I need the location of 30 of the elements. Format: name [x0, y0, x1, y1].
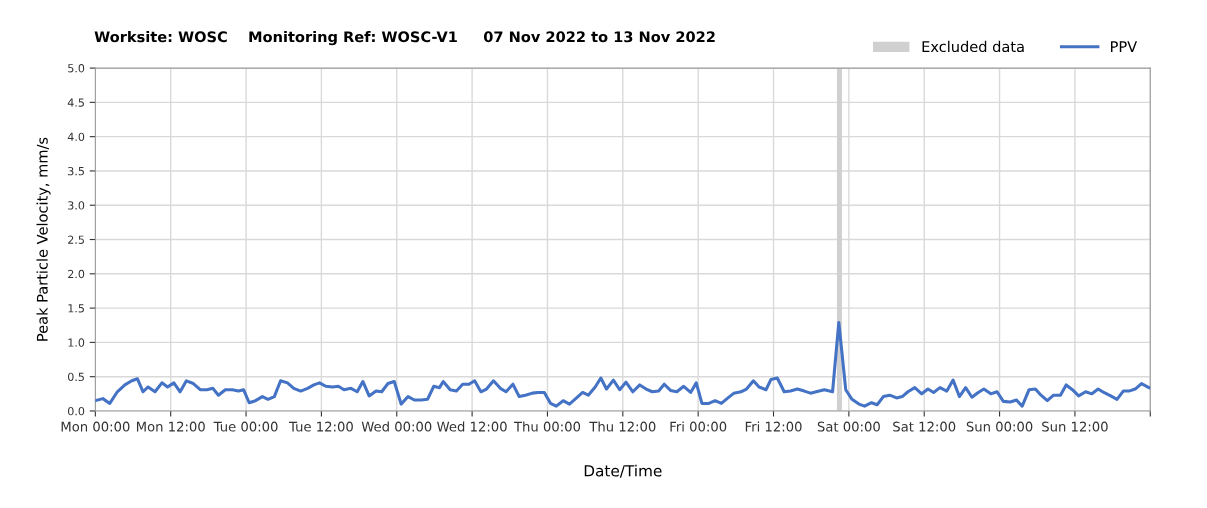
x-tick-label: Tue 00:00	[213, 421, 278, 432]
y-tick-label: 0.5	[68, 372, 84, 382]
x-tick-label: Wed 12:00	[437, 421, 507, 432]
x-tick-label: Tue 12:00	[288, 421, 353, 432]
chart-title: Worksite: WOSC Monitoring Ref: WOSC-V1 07 Nov 2022 to 13 Nov 2022	[94, 30, 715, 46]
y-tick-label: 3.5	[68, 166, 84, 176]
x-tick-label: Thu 12:00	[589, 421, 656, 432]
x-tick-label: Fri 00:00	[670, 421, 727, 432]
y-tick-label: 2.5	[68, 235, 84, 244]
x-tick-label: Sun 12:00	[1042, 421, 1108, 432]
y-tick-label: 3.0	[68, 201, 85, 210]
x-tick-label: Wed 00:00	[361, 421, 432, 432]
y-tick-label: 4.0	[67, 132, 85, 142]
legend-label: Excluded data	[922, 40, 1024, 53]
x-tick-label: Thu 00:00	[513, 421, 581, 432]
legend-label: PPV	[1111, 41, 1138, 52]
y-tick-label: 4.5	[67, 98, 84, 107]
x-axis-title: Date/Time	[584, 464, 662, 478]
y-tick-label: 1.0	[68, 338, 85, 347]
y-tick-label: 5.0	[68, 64, 85, 73]
x-tick-label: Mon 00:00	[61, 421, 130, 432]
x-tick-label: Sun 00:00	[966, 421, 1033, 432]
y-tick-label: 1.5	[68, 304, 84, 313]
y-axis-title: Peak Particle Velocity, mm/s	[36, 137, 51, 341]
x-tick-label: Fri 12:00	[745, 421, 802, 432]
x-tick-label: Sat 00:00	[817, 421, 880, 432]
x-tick-label: Sat 12:00	[893, 421, 956, 432]
y-tick-label: 2.0	[68, 269, 85, 279]
x-tick-label: Mon 12:00	[136, 421, 205, 432]
y-tick-label: 0.0	[68, 406, 85, 416]
